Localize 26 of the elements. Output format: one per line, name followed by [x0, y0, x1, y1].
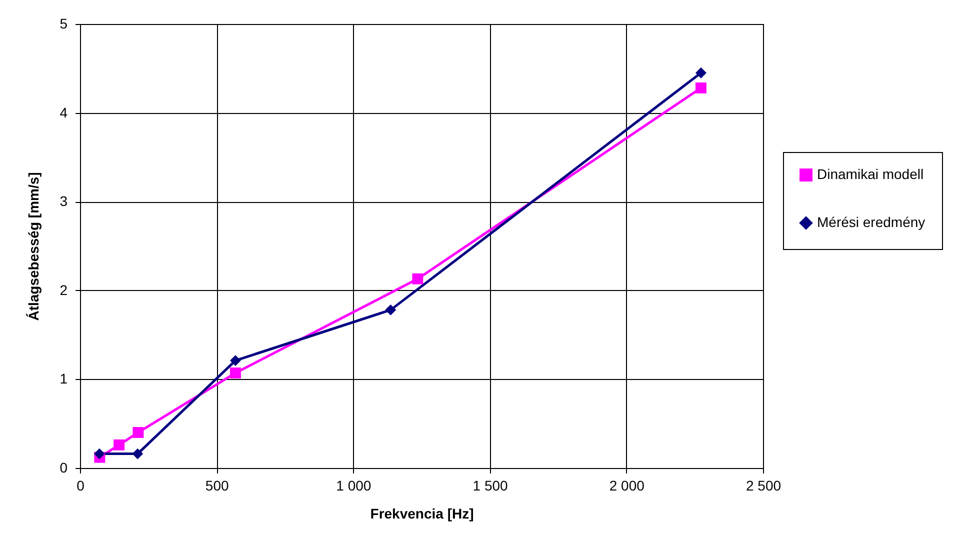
point — [132, 448, 144, 460]
x-tick-label: 1 500 — [472, 478, 508, 494]
point — [696, 67, 706, 78]
x-tick-label: 2 000 — [609, 478, 645, 494]
x-tick-label: 500 — [205, 478, 229, 494]
legend-label: Mérési eredmény — [817, 214, 926, 230]
point — [230, 368, 241, 378]
y-tick-label: 1 — [60, 370, 68, 387]
point — [94, 448, 105, 460]
y-tick-label: 2 — [60, 282, 68, 298]
point — [385, 304, 396, 316]
legend-label: Dinamikai modell — [817, 166, 924, 182]
point — [696, 82, 706, 94]
x-tick-label: 0 — [76, 478, 85, 494]
x-axis-title: Frekvencia [Hz] — [370, 506, 474, 522]
y-tick-label: 4 — [60, 104, 68, 120]
x-tick-label: 2 500 — [746, 478, 782, 494]
y-tick-label: 3 — [60, 193, 68, 210]
y-axis-title: Átlagsebesség [mm/s] — [26, 172, 42, 321]
point — [114, 439, 125, 450]
point — [230, 355, 241, 366]
y-tick-label: 0 — [60, 460, 68, 476]
y-tick-label: 5 — [60, 16, 68, 32]
point — [412, 273, 424, 284]
point — [132, 427, 144, 438]
x-tick-label: 1 000 — [336, 478, 372, 494]
